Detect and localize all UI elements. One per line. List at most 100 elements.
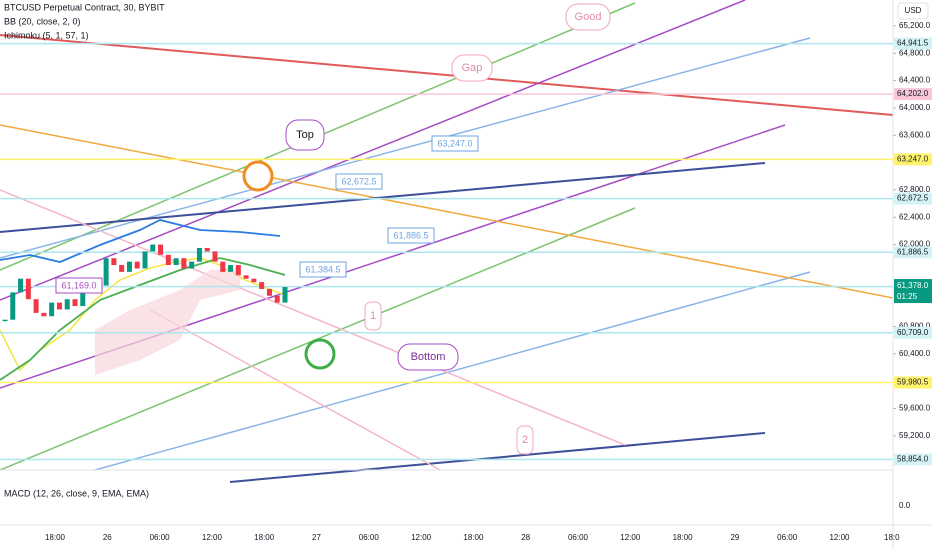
- candle: [243, 275, 249, 279]
- legend: BTCUSD Perpetual Contract, 30, BYBIT BB …: [4, 2, 165, 498]
- candle: [204, 247, 210, 252]
- callout-box: [451, 54, 493, 82]
- trend-line: [149, 309, 441, 471]
- trend-line: [229, 432, 766, 483]
- candle: [150, 244, 156, 252]
- candle: [80, 292, 86, 307]
- current-price-tag: [894, 279, 932, 304]
- callout: Top: [296, 129, 314, 141]
- callout: Good: [575, 11, 602, 23]
- price-tag: 62,672.5: [341, 176, 376, 186]
- price-tag-box: [335, 173, 383, 190]
- callout-box: [397, 343, 459, 371]
- time-label: 18:00: [673, 533, 694, 542]
- price-highlight: [894, 453, 932, 466]
- callout: Gap: [462, 62, 483, 74]
- price-highlight: [894, 246, 932, 259]
- candle: [282, 287, 288, 303]
- candle: [72, 299, 78, 307]
- candle: [111, 258, 117, 266]
- time-label: 06:00: [777, 533, 798, 542]
- price-tag-box: [431, 135, 479, 152]
- candle: [142, 251, 148, 269]
- candle: [134, 261, 140, 269]
- indicator-bb: BB (20, close, 2, 0): [4, 16, 81, 26]
- callout-box: [285, 119, 325, 151]
- price-tick-label: 59,600.0: [899, 404, 931, 413]
- callouts: Top Gap Good Bottom 1 2: [285, 3, 611, 455]
- price-tick-label: 60,400.0: [899, 349, 931, 358]
- candle: [158, 244, 164, 255]
- time-label: 12:00: [202, 533, 223, 542]
- candle: [259, 282, 265, 289]
- price-highlight-label: 60,709.0: [897, 328, 929, 337]
- price-highlight: [894, 192, 932, 205]
- currency: USD: [905, 6, 922, 15]
- trend-line: [0, 34, 894, 116]
- candle: [119, 265, 125, 272]
- price-highlight-label: 62,672.5: [897, 194, 929, 203]
- callout: 2: [522, 434, 528, 446]
- ichimoku-cloud: [95, 268, 240, 375]
- bb-upper: [0, 219, 281, 263]
- time-label: 26: [103, 533, 112, 542]
- macd-zero-label: 0.0: [899, 501, 911, 510]
- smiley-icon: [242, 160, 274, 192]
- candle: [196, 247, 202, 262]
- candle: [220, 261, 226, 272]
- price-tag: 63,247.0: [437, 138, 472, 148]
- price-highlight-label: 58,854.0: [897, 455, 929, 464]
- currency-button[interactable]: [897, 2, 929, 20]
- trend-line: [0, 37, 811, 259]
- candle: [228, 265, 234, 272]
- candle: [2, 319, 8, 322]
- candle: [266, 288, 272, 296]
- candle: [33, 299, 39, 313]
- trend-line: [94, 271, 811, 471]
- price-tick-label: 64,400.0: [899, 76, 931, 85]
- candle: [49, 302, 55, 317]
- time-label: 29: [730, 533, 739, 542]
- symbol-title: BTCUSD Perpetual Contract, 30, BYBIT: [4, 2, 165, 12]
- indicator-ichimoku: Ichimoku (5, 1, 57, 1): [4, 30, 89, 40]
- trend-line: [0, 162, 766, 233]
- price-tag-box: [299, 261, 347, 278]
- time-label: 06:00: [359, 533, 380, 542]
- candle: [126, 261, 132, 272]
- countdown: 01:25: [897, 292, 918, 301]
- candle: [64, 299, 70, 310]
- time-label: 12:00: [411, 533, 432, 542]
- axes: USD 0.0 65,200.0 64,800.0 64,400.0 64,000.0…: [45, 2, 932, 542]
- price-tick-label: 62,400.0: [899, 212, 931, 221]
- candle: [274, 295, 280, 303]
- time-label: 06:00: [150, 533, 171, 542]
- price-highlight-label: 61,886.5: [897, 247, 929, 256]
- bb-basis: [0, 257, 286, 381]
- price-tag-box: [55, 277, 103, 294]
- callout-box: [516, 425, 534, 455]
- price-tick-label: 64,000.0: [899, 103, 931, 112]
- price-highlight: [894, 326, 932, 339]
- price-tick-label: 62,000.0: [899, 240, 931, 249]
- trend-line: [0, 124, 894, 299]
- time-label: 06:00: [568, 533, 589, 542]
- indicator-macd: MACD (12, 26, close, 9, EMA, EMA): [4, 488, 149, 498]
- candle: [212, 251, 218, 262]
- candle: [251, 278, 257, 283]
- time-label: 12:00: [829, 533, 850, 542]
- current-price-label: 61,378.0: [897, 281, 929, 290]
- price-tag: 61,169.0: [61, 280, 96, 290]
- candle: [189, 261, 195, 269]
- price-highlight-label: 64,941.5: [897, 39, 929, 48]
- price-tick-label: 64,800.0: [899, 48, 931, 57]
- candle: [56, 302, 62, 310]
- candle: [173, 258, 179, 266]
- time-label: 12:00: [620, 533, 641, 542]
- price-highlight: [894, 37, 932, 50]
- candle: [181, 258, 187, 269]
- price-highlight-label: 64,202.0: [897, 89, 929, 98]
- price-tag: 61,384.5: [305, 264, 340, 274]
- trend-line: [0, 0, 746, 301]
